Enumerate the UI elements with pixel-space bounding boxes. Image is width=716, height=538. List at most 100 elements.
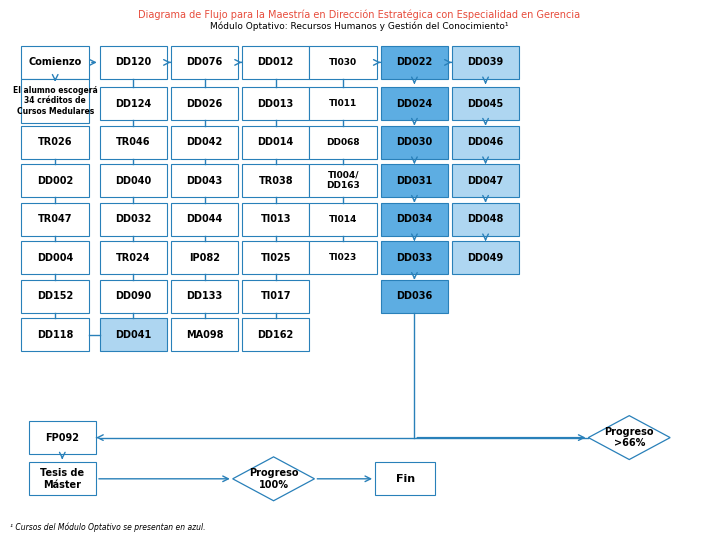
- FancyBboxPatch shape: [381, 125, 448, 159]
- Text: DD031: DD031: [396, 176, 432, 186]
- FancyBboxPatch shape: [242, 87, 309, 120]
- Text: Módulo Optativo: Recursos Humanos y Gestión del Conocimiento¹: Módulo Optativo: Recursos Humanos y Gest…: [210, 21, 508, 31]
- Text: DD152: DD152: [37, 291, 73, 301]
- FancyBboxPatch shape: [381, 46, 448, 79]
- FancyBboxPatch shape: [29, 421, 96, 454]
- FancyBboxPatch shape: [242, 318, 309, 351]
- FancyBboxPatch shape: [242, 125, 309, 159]
- FancyBboxPatch shape: [29, 462, 96, 495]
- Text: TI004/
DD163: TI004/ DD163: [326, 171, 360, 190]
- FancyBboxPatch shape: [381, 164, 448, 197]
- FancyBboxPatch shape: [381, 87, 448, 120]
- Text: DD013: DD013: [258, 98, 294, 109]
- FancyBboxPatch shape: [242, 46, 309, 79]
- FancyBboxPatch shape: [21, 241, 89, 274]
- Text: FP092: FP092: [45, 433, 79, 443]
- FancyBboxPatch shape: [100, 164, 168, 197]
- Text: DD040: DD040: [115, 176, 152, 186]
- FancyBboxPatch shape: [309, 46, 377, 79]
- Text: TR038: TR038: [258, 176, 293, 186]
- Text: Progreso
100%: Progreso 100%: [249, 468, 299, 490]
- Text: DD042: DD042: [186, 137, 223, 147]
- Polygon shape: [589, 416, 670, 459]
- Text: DD090: DD090: [115, 291, 152, 301]
- Text: TI030: TI030: [329, 58, 357, 67]
- Text: Comienzo: Comienzo: [29, 58, 82, 67]
- Text: TR024: TR024: [116, 253, 150, 263]
- FancyBboxPatch shape: [171, 280, 238, 313]
- FancyBboxPatch shape: [171, 203, 238, 236]
- Text: DD032: DD032: [115, 214, 152, 224]
- FancyBboxPatch shape: [381, 280, 448, 313]
- FancyBboxPatch shape: [452, 241, 519, 274]
- FancyBboxPatch shape: [100, 318, 168, 351]
- Text: Diagrama de Flujo para la Maestría en Dirección Estratégica con Especialidad en : Diagrama de Flujo para la Maestría en Di…: [138, 10, 580, 20]
- FancyBboxPatch shape: [452, 125, 519, 159]
- Text: DD026: DD026: [186, 98, 223, 109]
- FancyBboxPatch shape: [21, 203, 89, 236]
- Text: DD030: DD030: [396, 137, 432, 147]
- FancyBboxPatch shape: [242, 164, 309, 197]
- FancyBboxPatch shape: [375, 462, 435, 495]
- Text: DD162: DD162: [258, 330, 294, 340]
- FancyBboxPatch shape: [452, 46, 519, 79]
- Text: DD043: DD043: [186, 176, 223, 186]
- FancyBboxPatch shape: [309, 203, 377, 236]
- FancyBboxPatch shape: [100, 280, 168, 313]
- Text: DD118: DD118: [37, 330, 73, 340]
- Text: DD024: DD024: [396, 98, 432, 109]
- Text: Fin: Fin: [396, 474, 415, 484]
- Text: DD047: DD047: [468, 176, 503, 186]
- FancyBboxPatch shape: [309, 241, 377, 274]
- Text: TI025: TI025: [261, 253, 291, 263]
- Text: El alumno escogerá
34 créditos de
Cursos Medulares: El alumno escogerá 34 créditos de Cursos…: [13, 86, 97, 116]
- FancyBboxPatch shape: [21, 164, 89, 197]
- Text: TI013: TI013: [261, 214, 291, 224]
- FancyBboxPatch shape: [381, 203, 448, 236]
- Text: DD046: DD046: [468, 137, 503, 147]
- Text: DD004: DD004: [37, 253, 73, 263]
- FancyBboxPatch shape: [171, 46, 238, 79]
- Text: DD036: DD036: [396, 291, 432, 301]
- FancyBboxPatch shape: [171, 125, 238, 159]
- Text: DD014: DD014: [258, 137, 294, 147]
- Text: TI023: TI023: [329, 253, 357, 262]
- FancyBboxPatch shape: [171, 241, 238, 274]
- Text: DD133: DD133: [186, 291, 223, 301]
- FancyBboxPatch shape: [381, 241, 448, 274]
- Text: IP082: IP082: [189, 253, 220, 263]
- Text: TR047: TR047: [38, 214, 72, 224]
- Text: TR046: TR046: [116, 137, 150, 147]
- FancyBboxPatch shape: [100, 203, 168, 236]
- FancyBboxPatch shape: [242, 241, 309, 274]
- FancyBboxPatch shape: [21, 46, 89, 79]
- Text: DD002: DD002: [37, 176, 73, 186]
- FancyBboxPatch shape: [21, 318, 89, 351]
- Text: DD033: DD033: [396, 253, 432, 263]
- FancyBboxPatch shape: [100, 87, 168, 120]
- Text: DD022: DD022: [396, 58, 432, 67]
- Text: Tesis de
Máster: Tesis de Máster: [40, 468, 84, 490]
- Text: DD012: DD012: [258, 58, 294, 67]
- FancyBboxPatch shape: [21, 280, 89, 313]
- FancyBboxPatch shape: [452, 203, 519, 236]
- FancyBboxPatch shape: [171, 318, 238, 351]
- Text: DD039: DD039: [468, 58, 503, 67]
- Text: DD048: DD048: [468, 214, 504, 224]
- FancyBboxPatch shape: [309, 164, 377, 197]
- FancyBboxPatch shape: [171, 87, 238, 120]
- FancyBboxPatch shape: [452, 164, 519, 197]
- FancyBboxPatch shape: [21, 79, 89, 123]
- Text: DD034: DD034: [396, 214, 432, 224]
- Text: DD044: DD044: [186, 214, 223, 224]
- FancyBboxPatch shape: [100, 46, 168, 79]
- FancyBboxPatch shape: [452, 87, 519, 120]
- Text: TI014: TI014: [329, 215, 357, 224]
- Polygon shape: [233, 457, 314, 501]
- FancyBboxPatch shape: [100, 241, 168, 274]
- Text: Progreso
>66%: Progreso >66%: [604, 427, 654, 448]
- FancyBboxPatch shape: [242, 280, 309, 313]
- Text: DD049: DD049: [468, 253, 503, 263]
- FancyBboxPatch shape: [242, 203, 309, 236]
- FancyBboxPatch shape: [309, 125, 377, 159]
